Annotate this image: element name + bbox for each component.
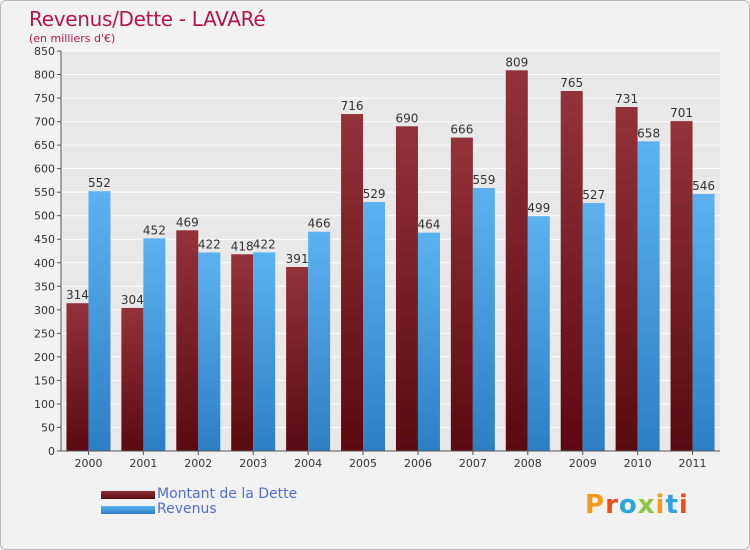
bar-revenus bbox=[527, 216, 550, 451]
y-tick-label: 400 bbox=[34, 257, 55, 270]
bar-dette bbox=[231, 254, 254, 451]
bar-dette bbox=[66, 303, 89, 451]
data-label: 701 bbox=[670, 106, 693, 120]
bar-revenus bbox=[253, 252, 276, 451]
data-label: 469 bbox=[176, 215, 199, 229]
legend-swatch-revenus bbox=[101, 506, 155, 514]
y-tick-label: 350 bbox=[34, 280, 55, 293]
data-label: 731 bbox=[615, 92, 638, 106]
data-label: 464 bbox=[418, 218, 441, 232]
bar-dette bbox=[560, 91, 583, 451]
data-label: 809 bbox=[505, 55, 528, 69]
chart-subtitle: (en milliers d'€) bbox=[29, 32, 116, 45]
y-tick-label: 200 bbox=[34, 351, 55, 364]
logo-letter: o bbox=[618, 490, 638, 520]
logo-letter: P bbox=[585, 490, 606, 520]
x-tick-label: 2008 bbox=[514, 457, 542, 470]
data-label: 559 bbox=[472, 173, 495, 187]
data-label: 552 bbox=[88, 176, 111, 190]
y-tick-label: 250 bbox=[34, 327, 55, 340]
y-tick-label: 700 bbox=[34, 116, 55, 129]
y-tick-label: 450 bbox=[34, 233, 55, 246]
y-tick-label: 550 bbox=[34, 186, 55, 199]
bar-dette bbox=[395, 126, 418, 451]
legend-swatch-dette bbox=[101, 491, 155, 499]
y-tick-label: 800 bbox=[34, 69, 55, 82]
bar-revenus bbox=[472, 187, 495, 452]
logo-letter: i bbox=[678, 490, 689, 520]
bar-revenus bbox=[198, 252, 221, 451]
data-label: 499 bbox=[527, 201, 550, 215]
x-tick-label: 2000 bbox=[74, 457, 102, 470]
bar-revenus bbox=[692, 194, 715, 451]
proxiti-logo: Proxiti bbox=[585, 490, 689, 520]
x-tick-label: 2004 bbox=[294, 457, 322, 470]
data-label: 391 bbox=[286, 252, 309, 266]
logo-letter: x bbox=[637, 490, 656, 520]
x-tick-label: 2005 bbox=[349, 457, 377, 470]
bar-revenus bbox=[143, 238, 166, 451]
data-label: 422 bbox=[253, 237, 276, 251]
data-label: 666 bbox=[450, 123, 473, 137]
data-label: 716 bbox=[341, 99, 364, 113]
x-tick-label: 2002 bbox=[184, 457, 212, 470]
x-tick-label: 2003 bbox=[239, 457, 267, 470]
grid-layer bbox=[57, 50, 720, 452]
bar-dette bbox=[176, 230, 199, 451]
bar-revenus bbox=[363, 202, 386, 451]
bar-dette bbox=[341, 114, 364, 451]
data-label: 452 bbox=[143, 223, 166, 237]
x-tick-label: 2007 bbox=[459, 457, 487, 470]
x-tick-label: 2010 bbox=[624, 457, 652, 470]
y-tick-label: 50 bbox=[41, 421, 55, 434]
labels-layer: 0 50 100 150 200 250 300 350 400 450 500 550 600 650 7… bbox=[34, 45, 720, 470]
bars-layer bbox=[66, 70, 715, 452]
data-label: 466 bbox=[308, 217, 331, 231]
plot-area bbox=[61, 51, 720, 451]
bar-dette bbox=[670, 121, 693, 451]
data-label: 314 bbox=[66, 288, 89, 302]
y-tick-label: 300 bbox=[34, 304, 55, 317]
data-label: 546 bbox=[692, 179, 715, 193]
bar-revenus bbox=[88, 191, 111, 451]
legend-label-revenus: Revenus bbox=[157, 501, 217, 517]
legend-label-dette: Montant de la Dette bbox=[157, 486, 298, 502]
data-label: 304 bbox=[121, 293, 144, 307]
bar-dette bbox=[286, 267, 309, 451]
bar-revenus bbox=[308, 231, 331, 451]
bar-revenus bbox=[417, 232, 440, 451]
bar-dette bbox=[121, 307, 144, 451]
logo-letter: t bbox=[665, 490, 679, 520]
y-tick-label: 500 bbox=[34, 210, 55, 223]
bar-revenus bbox=[582, 203, 605, 451]
bar-dette bbox=[615, 107, 638, 451]
chart-title: Revenus/Dette - LAVARé bbox=[29, 7, 266, 31]
y-tick-label: 750 bbox=[34, 92, 55, 105]
data-label: 418 bbox=[231, 239, 254, 253]
bar-revenus bbox=[637, 141, 660, 451]
data-label: 422 bbox=[198, 237, 221, 251]
y-tick-label: 0 bbox=[48, 445, 55, 458]
bar-dette bbox=[450, 137, 473, 451]
data-label: 529 bbox=[363, 187, 386, 201]
y-tick-label: 850 bbox=[34, 45, 55, 58]
data-label: 658 bbox=[637, 126, 660, 140]
x-tick-label: 2006 bbox=[404, 457, 432, 470]
data-label: 765 bbox=[560, 76, 583, 90]
x-tick-label: 2011 bbox=[679, 457, 707, 470]
data-label: 527 bbox=[582, 188, 605, 202]
y-tick-label: 600 bbox=[34, 163, 55, 176]
y-tick-label: 650 bbox=[34, 139, 55, 152]
data-label: 690 bbox=[396, 111, 419, 125]
y-tick-label: 150 bbox=[34, 374, 55, 387]
bar-dette bbox=[505, 70, 528, 451]
x-tick-label: 2001 bbox=[129, 457, 157, 470]
x-tick-label: 2009 bbox=[569, 457, 597, 470]
y-tick-label: 100 bbox=[34, 398, 55, 411]
logo-letter: i bbox=[655, 490, 666, 520]
logo-letter: r bbox=[605, 490, 619, 520]
